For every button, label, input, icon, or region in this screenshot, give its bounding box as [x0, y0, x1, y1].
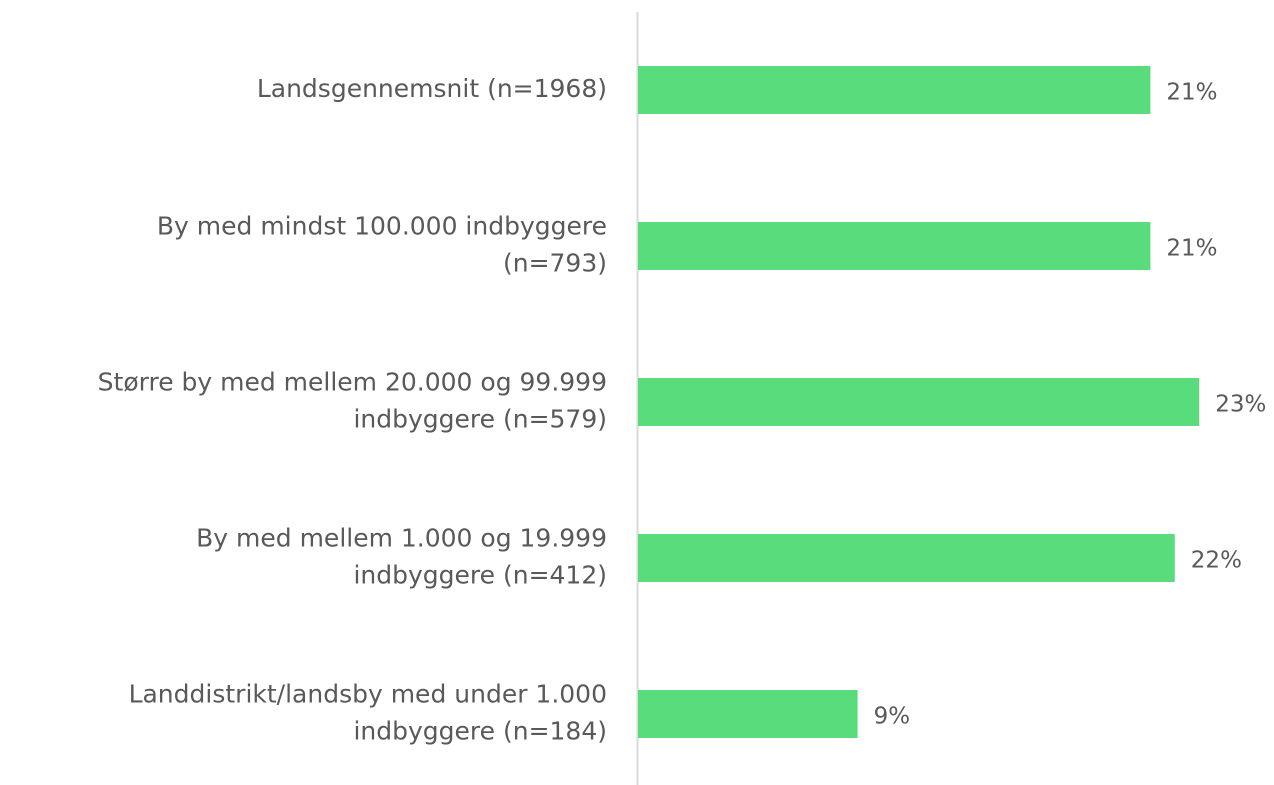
- value-label: 9%: [874, 704, 911, 730]
- value-label: 21%: [1166, 80, 1217, 106]
- bar: [638, 222, 1151, 270]
- category-label: Større by med mellem 20.000 og 99.999: [98, 368, 607, 397]
- bar: [638, 378, 1200, 426]
- bar: [638, 690, 858, 738]
- value-label: 22%: [1191, 548, 1242, 574]
- category-label: Landdistrikt/landsby med under 1.000: [129, 680, 607, 709]
- value-label: 23%: [1215, 392, 1266, 418]
- category-label: (n=793): [503, 249, 607, 278]
- value-label: 21%: [1166, 236, 1217, 262]
- category-label: Landsgennemsnit (n=1968): [257, 74, 607, 103]
- bar: [638, 534, 1175, 582]
- bar: [638, 66, 1151, 114]
- category-label: indbyggere (n=579): [353, 405, 607, 434]
- category-label: indbyggere (n=184): [353, 717, 607, 746]
- category-label: indbyggere (n=412): [353, 561, 607, 590]
- category-label: By med mindst 100.000 indbyggere: [157, 212, 607, 241]
- category-label: By med mellem 1.000 og 19.999: [196, 524, 607, 553]
